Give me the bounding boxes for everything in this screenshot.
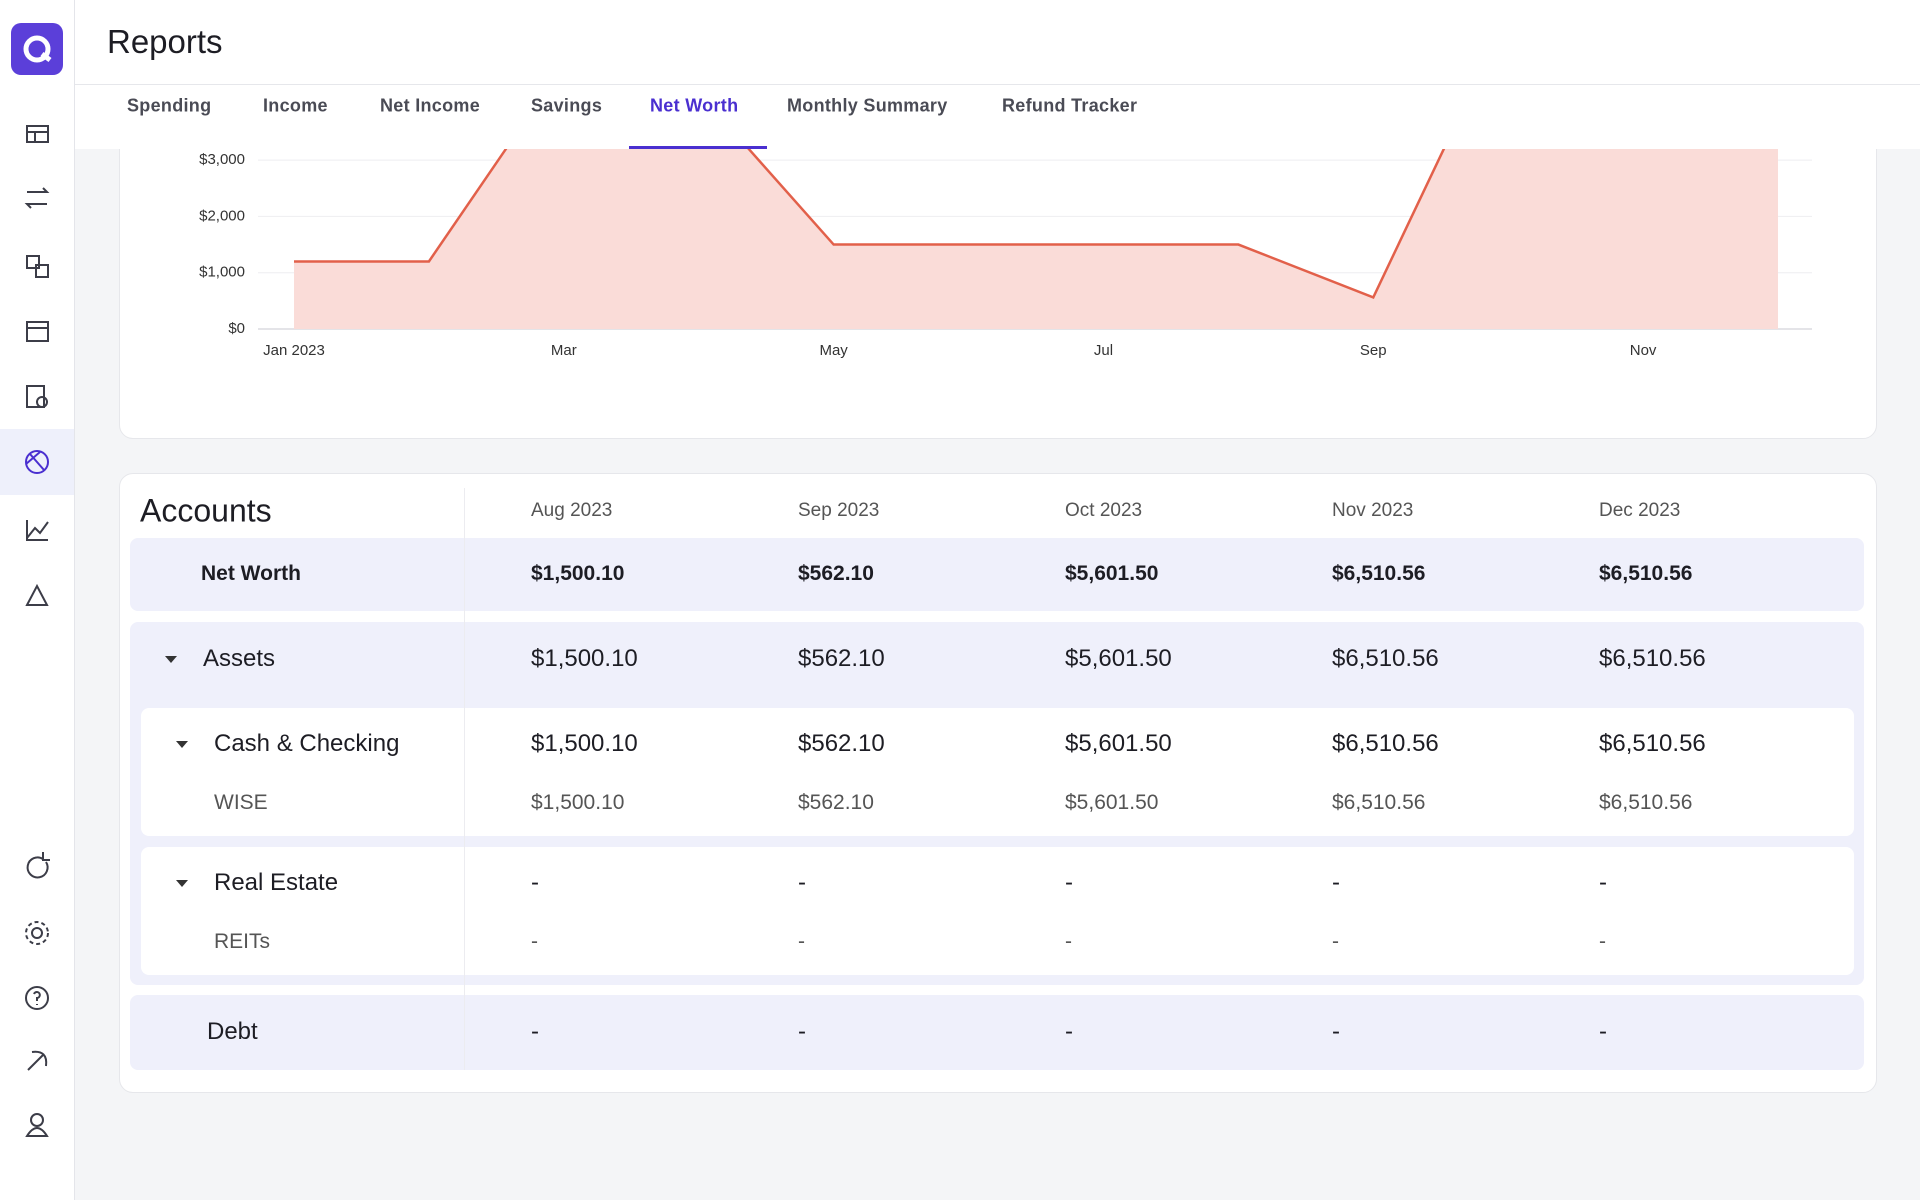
cell: $6,510.56: [1599, 645, 1706, 672]
row-label: Debt: [207, 1018, 258, 1045]
cell: -: [531, 869, 539, 896]
cell: $1,500.10: [531, 730, 638, 757]
row-background: [141, 708, 1854, 836]
tab[interactable]: Refund Tracker: [1002, 95, 1138, 116]
nav-icons[interactable]: [24, 125, 50, 1137]
cell: $5,601.50: [1065, 645, 1172, 672]
table-title: Accounts: [140, 492, 272, 529]
tab[interactable]: Net Worth: [650, 95, 739, 116]
cell: -: [1599, 1018, 1607, 1045]
x-tick-label: Nov: [1630, 342, 1657, 359]
cell: -: [1332, 930, 1339, 953]
cell: -: [1065, 930, 1072, 953]
column-header: Oct 2023: [1065, 500, 1143, 521]
y-tick-label: $2,000: [199, 207, 245, 224]
cell: $6,510.56: [1332, 730, 1439, 757]
cell: $6,510.56: [1599, 730, 1706, 757]
cell: $5,601.50: [1065, 562, 1159, 585]
page-title: Reports: [107, 23, 223, 60]
cell: $562.10: [798, 730, 885, 757]
cell: -: [1599, 930, 1606, 953]
collapse-caret[interactable]: [176, 880, 188, 887]
cell: $562.10: [798, 791, 874, 814]
collapse-caret[interactable]: [176, 741, 188, 748]
row-label: REITs: [214, 930, 271, 953]
row-background: [130, 538, 1864, 611]
tab[interactable]: Income: [263, 95, 328, 116]
tab[interactable]: Spending: [127, 95, 212, 116]
cell: $5,601.50: [1065, 730, 1172, 757]
row-label: WISE: [214, 791, 268, 814]
logo-mark: [40, 52, 52, 62]
cell: -: [798, 869, 806, 896]
column-header: Aug 2023: [531, 500, 613, 521]
divider: [75, 84, 1920, 85]
cell: -: [1332, 869, 1340, 896]
row-label: Cash & Checking: [214, 730, 400, 757]
area: [294, 0, 1778, 329]
column-header: Dec 2023: [1599, 500, 1681, 521]
cell: $1,500.10: [531, 791, 625, 814]
cell: -: [798, 1018, 806, 1045]
header: Reports Spending Income Net Income Savings N…: [75, 0, 1920, 149]
cell: $562.10: [798, 645, 885, 672]
cell: $1,500.10: [531, 645, 638, 672]
column-divider: [464, 488, 465, 1070]
logo[interactable]: [11, 23, 63, 75]
cell: -: [1065, 869, 1073, 896]
cell: -: [1065, 1018, 1073, 1045]
tab-underline: [629, 146, 767, 149]
y-tick-label: $0: [228, 320, 245, 337]
row-background: [141, 847, 1854, 975]
column-header: Nov 2023: [1332, 500, 1414, 521]
logo-mark: [23, 35, 51, 63]
collapse-caret[interactable]: [165, 656, 177, 663]
x-tick-label: Jul: [1094, 342, 1113, 359]
x-tick-label: Sep: [1360, 342, 1387, 359]
row-label: Net Worth: [201, 562, 301, 585]
x-tick-label: May: [819, 342, 848, 359]
cell: -: [1332, 1018, 1340, 1045]
tab[interactable]: Net Income: [380, 95, 481, 116]
cell: -: [531, 1018, 539, 1045]
y-tick-label: $3,000: [199, 151, 245, 168]
chart: $0 $1,000 $2,000 $3,000 Jan 2023 Mar May Jul Sep…: [199, 0, 1812, 359]
cell: $5,601.50: [1065, 791, 1159, 814]
cell: $562.10: [798, 562, 874, 585]
tab[interactable]: Monthly Summary: [787, 95, 948, 116]
cell: $6,510.56: [1332, 791, 1426, 814]
cell: -: [798, 930, 805, 953]
cell: $6,510.56: [1332, 562, 1426, 585]
cell: $6,510.56: [1599, 562, 1693, 585]
row-label: Real Estate: [214, 869, 339, 896]
cell: $6,510.56: [1599, 791, 1693, 814]
sidebar-icons: [0, 23, 74, 1137]
column-header: Sep 2023: [798, 500, 880, 521]
cell: $6,510.56: [1332, 645, 1439, 672]
x-tick-label: Mar: [551, 342, 577, 359]
cell: -: [531, 930, 538, 953]
y-tick-label: $1,000: [199, 264, 245, 281]
sidebar: [0, 0, 75, 1200]
x-tick-label: Jan 2023: [263, 342, 325, 359]
tab[interactable]: Savings: [531, 95, 603, 116]
cell: -: [1599, 869, 1607, 896]
cell: $1,500.10: [531, 562, 625, 585]
row-label: Assets: [203, 645, 276, 672]
row-background: [130, 995, 1864, 1070]
